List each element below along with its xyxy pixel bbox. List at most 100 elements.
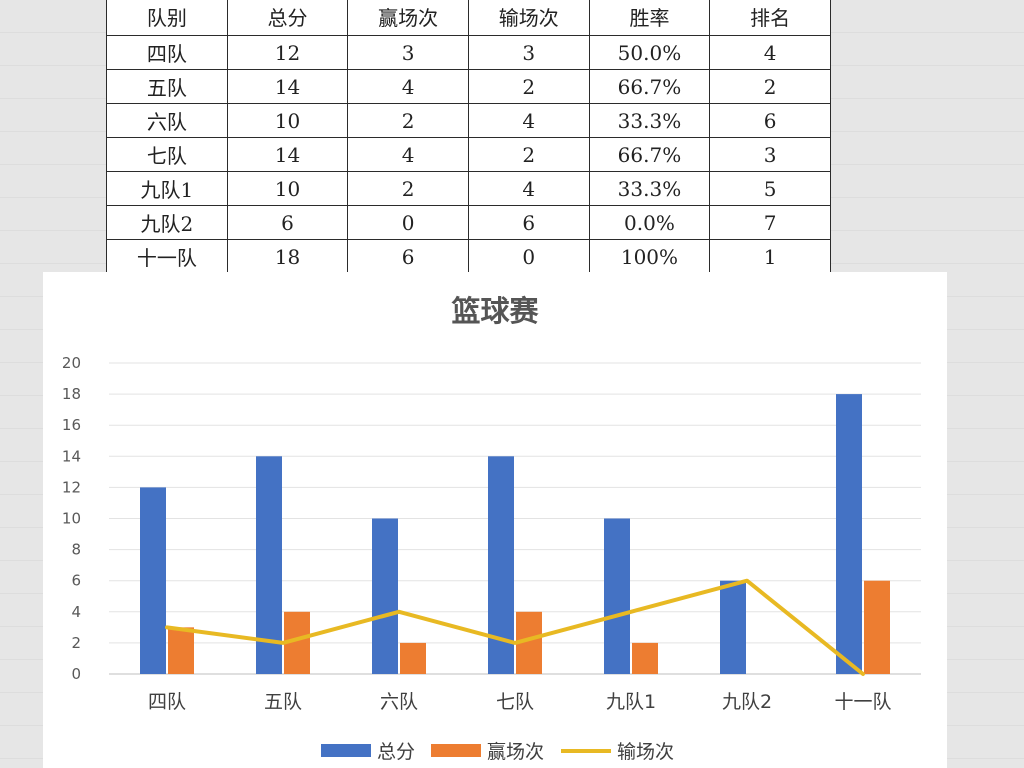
legend-swatch [321, 744, 371, 757]
table-cell[interactable]: 2 [467, 137, 590, 172]
table-cell[interactable]: 33.3% [588, 171, 711, 206]
x-axis-category-labels: 四队 五队 六队 七队 九队1 九队2 十一队 [148, 691, 892, 713]
table-cell[interactable]: 六队 [106, 103, 228, 138]
y-tick-label: 0 [71, 665, 81, 683]
table-cell[interactable]: 12 [226, 35, 349, 70]
table-cell[interactable]: 6 [347, 239, 469, 272]
table-cell[interactable]: 66.7% [588, 69, 711, 104]
table-cell[interactable]: 九队2 [106, 205, 228, 240]
table-cell[interactable]: 66.7% [588, 137, 711, 172]
bar-wins [632, 642, 658, 674]
table-cell[interactable]: 2 [347, 171, 469, 206]
table-row: 十一队 18 6 0 100% 1 [106, 239, 831, 272]
table-cell[interactable]: 3 [709, 137, 831, 172]
table-cell[interactable]: 4 [709, 35, 831, 70]
table-cell[interactable]: 6 [467, 205, 590, 240]
y-tick-label: 8 [71, 541, 81, 559]
table-cell[interactable]: 7 [709, 205, 831, 240]
column-header[interactable]: 队别 [106, 0, 228, 36]
line-losses [165, 578, 865, 676]
table-cell[interactable]: 4 [347, 69, 469, 104]
table-cell[interactable]: 100% [588, 239, 711, 272]
table-cell[interactable]: 2 [709, 69, 831, 104]
table-cell[interactable]: 2 [467, 69, 590, 104]
chart-container[interactable]: 篮球赛 0 2 4 6 8 10 12 14 16 18 20 四队 五队 六队 七队 九队1 九队2 十一队 … [43, 272, 947, 768]
table-row: 五队 14 4 2 66.7% 2 [106, 69, 831, 104]
y-tick-label: 20 [62, 354, 81, 372]
table-cell[interactable]: 3 [467, 35, 590, 70]
x-category-label: 七队 [496, 691, 534, 713]
y-tick-label: 10 [62, 510, 81, 528]
table-cell[interactable]: 五队 [106, 69, 228, 104]
table-row: 七队 14 4 2 66.7% 3 [106, 137, 831, 172]
table-cell[interactable]: 2 [347, 103, 469, 138]
table-cell[interactable]: 6 [226, 205, 349, 240]
y-axis-tick-labels: 0 2 4 6 8 10 12 14 16 18 20 [62, 354, 81, 683]
x-category-label: 五队 [264, 691, 302, 713]
legend-label: 赢场次 [487, 741, 544, 763]
y-tick-label: 14 [62, 447, 81, 465]
chart-line-series [165, 578, 865, 676]
table-cell[interactable]: 0.0% [588, 205, 711, 240]
data-table-region: 队别 总分 赢场次 输场次 胜率 排名 四队 12 3 3 50.0% 4 五队… [106, 0, 831, 272]
table-cell[interactable]: 50.0% [588, 35, 711, 70]
column-header[interactable]: 总分 [226, 0, 349, 36]
y-tick-label: 18 [62, 385, 81, 403]
table-cell[interactable]: 4 [347, 137, 469, 172]
table-cell[interactable]: 14 [226, 137, 349, 172]
x-category-label: 六队 [380, 691, 418, 713]
chart-gridlines [109, 362, 921, 675]
y-tick-label: 4 [71, 603, 81, 621]
table-row: 九队2 6 0 6 0.0% 7 [106, 205, 831, 240]
table-cell[interactable]: 6 [709, 103, 831, 138]
table-row: 九队1 10 2 4 33.3% 5 [106, 171, 831, 206]
table-cell[interactable]: 四队 [106, 35, 228, 70]
data-table: 队别 总分 赢场次 输场次 胜率 排名 四队 12 3 3 50.0% 4 五队… [106, 0, 831, 272]
table-cell[interactable]: 14 [226, 69, 349, 104]
legend-label: 输场次 [617, 741, 674, 763]
legend-swatch [431, 744, 481, 757]
table-row: 六队 10 2 4 33.3% 6 [106, 103, 831, 138]
bar-total [372, 518, 398, 674]
table-cell[interactable]: 33.3% [588, 103, 711, 138]
table-cell[interactable]: 5 [709, 171, 831, 206]
column-header[interactable]: 赢场次 [347, 0, 469, 36]
bar-wins [864, 580, 890, 674]
table-cell[interactable]: 10 [226, 103, 349, 138]
chart-bars [140, 394, 890, 674]
table-cell[interactable]: 1 [709, 239, 831, 272]
bar-wins [400, 642, 426, 674]
x-category-label: 九队2 [722, 691, 772, 713]
table-cell[interactable]: 4 [467, 103, 590, 138]
x-category-label: 四队 [148, 691, 186, 713]
y-tick-label: 6 [71, 572, 81, 590]
column-header[interactable]: 排名 [709, 0, 831, 36]
table-cell[interactable]: 10 [226, 171, 349, 206]
table-cell[interactable]: 18 [226, 239, 349, 272]
table-cell[interactable]: 3 [347, 35, 469, 70]
table-row: 四队 12 3 3 50.0% 4 [106, 35, 831, 70]
y-tick-label: 2 [71, 634, 81, 652]
table-cell[interactable]: 0 [467, 239, 590, 272]
table-cell[interactable]: 七队 [106, 137, 228, 172]
x-category-label: 十一队 [834, 691, 891, 713]
y-tick-label: 12 [62, 478, 81, 496]
column-header[interactable]: 输场次 [467, 0, 590, 36]
column-header[interactable]: 胜率 [588, 0, 711, 36]
bar-total [836, 394, 862, 674]
table-cell[interactable]: 0 [347, 205, 469, 240]
table-cell[interactable]: 十一队 [106, 239, 228, 272]
table-header-row: 队别 总分 赢场次 输场次 胜率 排名 [106, 0, 831, 36]
table-cell[interactable]: 九队1 [106, 171, 228, 206]
x-category-label: 九队1 [606, 691, 656, 713]
bar-total [604, 518, 630, 674]
bar-total [140, 487, 166, 674]
table-cell[interactable]: 4 [467, 171, 590, 206]
bar-wins [168, 627, 194, 674]
y-tick-label: 16 [62, 416, 81, 434]
bar-total [720, 580, 746, 674]
chart-title[interactable]: 篮球赛 [450, 294, 539, 328]
chart-legend[interactable]: 总分 赢场次 输场次 [321, 741, 674, 763]
bar-total [256, 456, 282, 674]
